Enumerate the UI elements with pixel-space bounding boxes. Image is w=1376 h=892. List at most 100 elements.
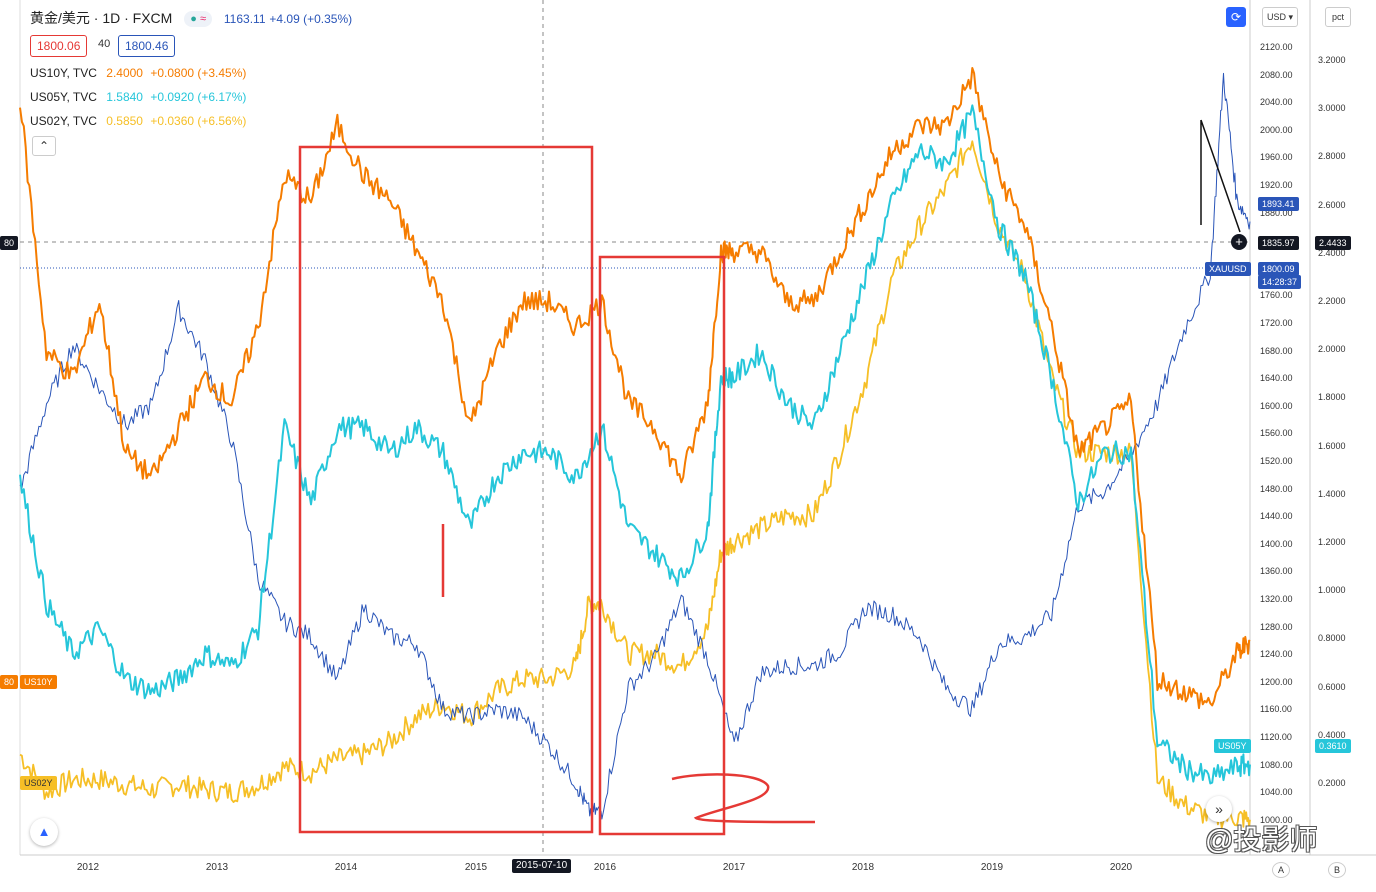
pct-axis-tick: 0.8000 (1318, 633, 1346, 644)
legend-change: +0.0360 (+6.56%) (150, 114, 247, 128)
legend-value: 2.4000 (106, 66, 143, 80)
price-axis-tick: 1920.00 (1260, 180, 1293, 190)
time-axis-tick: 2014 (334, 862, 358, 873)
price-axis-tick: 1080.00 (1260, 759, 1293, 770)
annotation-box-1 (298, 145, 594, 834)
series-line-xauusd[interactable] (19, 72, 1251, 820)
price-axis-tick: 1200.00 (1260, 676, 1293, 687)
time-axis-tick: 2018 (851, 862, 875, 873)
us10y-name-tag: US10Y (20, 675, 57, 689)
time-axis-tick: 2016 (593, 862, 617, 873)
legend-name: US02Y, TVC (30, 114, 97, 128)
collapse-legend-button[interactable]: ⌃ (32, 136, 56, 156)
price-axis-tick: 1640.00 (1260, 373, 1293, 384)
us05y-name-tag: US05Y (1214, 739, 1251, 753)
pct-axis-tick: 3.2000 (1318, 55, 1346, 65)
series-layer (19, 67, 1251, 829)
pct-axis-tick: 0.6000 (1318, 681, 1346, 692)
pct-scale-button[interactable]: B (1328, 862, 1346, 878)
auto-scale-button[interactable]: A (1272, 862, 1290, 878)
pct-axis-tick: 3.0000 (1318, 103, 1346, 114)
price-axis-tick: 1400.00 (1260, 538, 1293, 549)
price-axis-tick: 1680.00 (1260, 345, 1293, 356)
quote-change: +4.09 (+0.35%) (269, 12, 353, 26)
quote-value: 1163.11 (223, 12, 266, 26)
price-axis-tick: 1760.00 (1260, 290, 1293, 301)
us05y-value-tag: 0.3610 (1315, 739, 1351, 753)
left-crosshair-tag: 80 (0, 236, 19, 250)
price-axis-tick: 1360.00 (1260, 566, 1293, 577)
left-us10y-value-tag: 80 (0, 675, 19, 689)
time-axis-tick: 2013 (205, 862, 229, 873)
series-line-us02y[interactable] (19, 140, 1251, 829)
symbol-title[interactable]: 黄金/美元 · 1D · FXCM (30, 10, 173, 26)
pct-axis-tick: 2.4000 (1318, 247, 1346, 258)
currency-select[interactable]: USD ▾ (1262, 7, 1298, 27)
legend-name: US05Y, TVC (30, 90, 97, 104)
gold-price-tag: 1893.41 (1258, 197, 1299, 211)
pct-axis-tick: 0.4000 (1318, 729, 1346, 740)
buy-button[interactable]: 1800.46 (118, 35, 176, 57)
price-axis-tick: 1960.00 (1260, 152, 1293, 163)
price-axis-tick: 1440.00 (1260, 511, 1293, 522)
price-axis-tick: 2120.00 (1260, 42, 1293, 52)
price-axis-tick: 1280.00 (1260, 621, 1293, 632)
legend-value: 0.5850 (106, 114, 143, 128)
time-axis-tick: 2020 (1109, 862, 1133, 873)
symbol-header[interactable]: 黄金/美元 · 1D · FXCM ● ≈ 1163.11 +4.09 (+0.… (30, 8, 352, 28)
crosshair-price-tag: 1835.97 (1258, 236, 1299, 250)
crosshair-add-icon[interactable]: + (1231, 234, 1247, 250)
price-axis-tick: 1560.00 (1260, 428, 1293, 439)
pct-axis-tick: 2.2000 (1318, 296, 1346, 306)
chevron-up-icon: ⌃ (38, 139, 50, 153)
unit-select[interactable]: pct (1325, 7, 1351, 27)
time-axis-tick: 2017 (722, 862, 746, 873)
price-axis-tick: 1720.00 (1260, 318, 1293, 328)
xauusd-price-tag: 1800.09 (1258, 262, 1299, 276)
market-open-dot-icon: ● (190, 13, 197, 26)
price-axis-tick: 2080.00 (1260, 69, 1293, 80)
trendline-drawing (1200, 119, 1241, 233)
currency-select-value: USD (1266, 12, 1286, 22)
pct-axis-tick: 1.8000 (1318, 392, 1346, 403)
us02y-name-tag: US02Y (20, 776, 57, 790)
price-axis-tick: 2000.00 (1260, 124, 1293, 135)
legend-name: US10Y, TVC (30, 66, 97, 80)
crosshair-date-tag: 2015-07-10 (512, 859, 572, 873)
spread-value: 40 (98, 38, 111, 50)
sell-button[interactable]: 1800.06 (30, 35, 88, 57)
legend-us02y[interactable]: US02Y, TVC 0.5850 +0.0360 (+6.56%) (30, 112, 250, 130)
series-line-us05y[interactable] (19, 104, 1251, 785)
pct-axis-tick: 1.0000 (1318, 585, 1346, 596)
legend-us05y[interactable]: US05Y, TVC 1.5840 +0.0920 (+6.17%) (30, 88, 250, 106)
time-axis-tick: 2015 (464, 862, 488, 873)
pct-axis-tick: 0.2000 (1318, 778, 1346, 788)
series-line-us10y[interactable] (19, 67, 1251, 710)
pct-axis-tick: 2.6000 (1318, 199, 1346, 210)
watermark-text: @投影师 (1205, 824, 1318, 855)
price-axis-tick: 1480.00 (1260, 483, 1293, 494)
scroll-to-realtime-button[interactable]: » (1206, 796, 1232, 822)
pct-axis-tick: 2.0000 (1318, 344, 1346, 355)
price-axis-tick: 1240.00 (1260, 649, 1293, 660)
annotation-number-2 (671, 773, 816, 824)
price-axis-tick: 1320.00 (1260, 594, 1293, 604)
status-pill[interactable]: ● ≈ (184, 11, 212, 28)
time-axis-tick: 2019 (980, 862, 1004, 873)
xauusd-time-tag: 14:28:37 (1258, 275, 1302, 289)
legend-value: 1.5840 (106, 90, 143, 104)
unit-select-value: pct (1331, 12, 1344, 22)
tradingview-logo-icon[interactable]: ▲ (30, 818, 58, 846)
price-axis-tick: 1040.00 (1260, 787, 1293, 798)
legend-change: +0.0920 (+6.17%) (150, 90, 247, 104)
legend-us10y[interactable]: US10Y, TVC 2.4000 +0.0800 (+3.45%) (30, 64, 250, 82)
refresh-icon[interactable]: ⟳ (1226, 7, 1246, 27)
xauusd-name-tag: XAUUSD (1205, 262, 1251, 276)
time-axis-tick: 2012 (76, 862, 100, 873)
annotation-box-2 (598, 255, 726, 836)
price-axis-tick: 1120.00 (1260, 732, 1292, 742)
price-axis-tick: 1600.00 (1260, 400, 1293, 411)
price-axis-tick: 1160.00 (1260, 704, 1292, 715)
